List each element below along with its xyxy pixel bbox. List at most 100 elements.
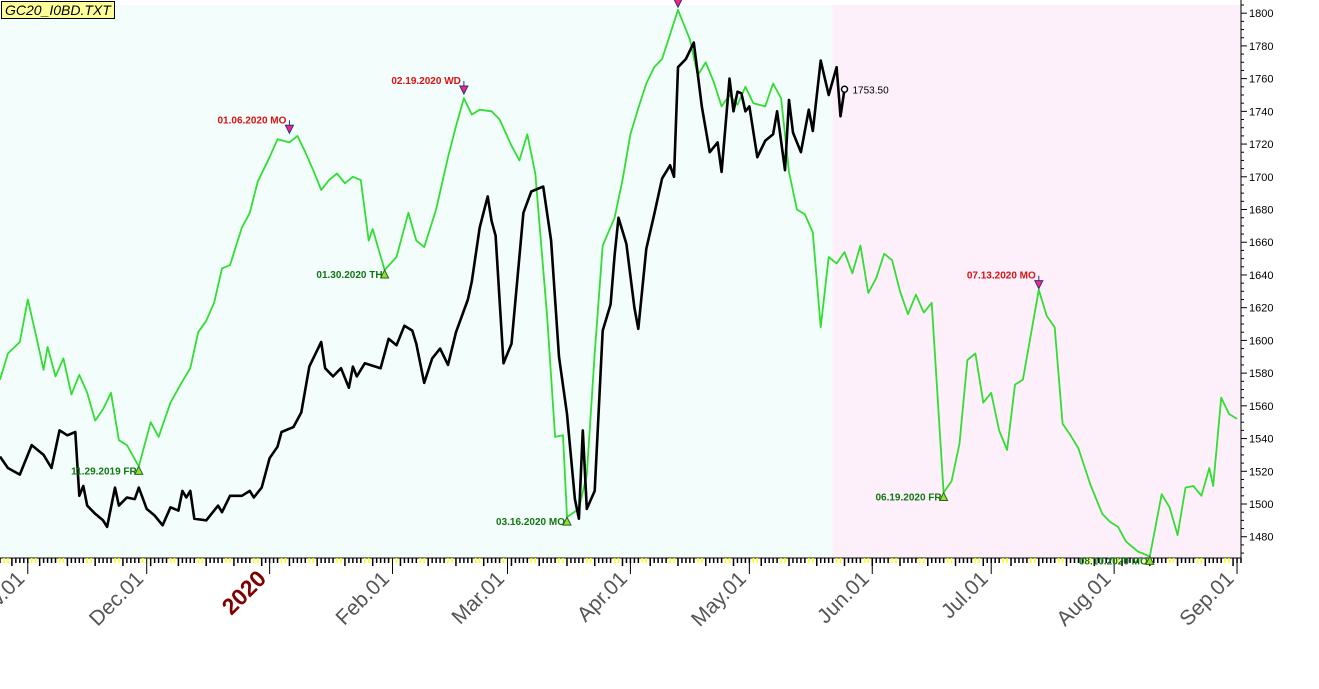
x-day-tick [221, 558, 223, 563]
x-day-tick [661, 558, 663, 563]
x-day-tick [1002, 558, 1004, 563]
x-day-tick [157, 558, 160, 563]
x-day-tick [336, 558, 338, 563]
x-day-tick [1172, 558, 1175, 563]
x-day-tick [1156, 558, 1159, 563]
x-day-tick [482, 558, 485, 566]
peak-date-label: 01.06.2020 MO [217, 115, 286, 126]
x-day-tick [471, 558, 473, 563]
x-day-tick [923, 558, 925, 563]
x-day-tick [736, 558, 739, 563]
x-day-tick [934, 558, 937, 563]
x-day-tick [816, 558, 818, 566]
x-day-tick [30, 558, 33, 563]
x-day-tick [895, 558, 897, 563]
x-day-tick [451, 558, 453, 563]
x-day-tick [276, 558, 279, 563]
x-day-tick [54, 558, 57, 563]
x-day-tick [494, 558, 497, 563]
x-day-tick [98, 558, 100, 563]
trough-date-label: 03.16.2020 MO [496, 517, 565, 528]
x-day-tick [264, 558, 267, 563]
y-axis: 1480 1500 1520 1540 1560 1580 1600 1620 1640 1660… [1240, 0, 1273, 558]
x-day-tick [3, 558, 5, 563]
x-day-tick [1204, 558, 1207, 566]
x-day-tick [1145, 558, 1147, 563]
projection-series-line [0, 8, 1238, 558]
y-tick-label: 1640 [1249, 270, 1273, 282]
x-day-tick [887, 558, 889, 563]
peak-date-label: 07.13.2020 MO [967, 271, 1036, 282]
x-day-tick [415, 558, 418, 563]
x-day-tick [974, 558, 977, 563]
x-day-tick [657, 558, 659, 563]
x-day-tick [498, 558, 501, 563]
x-day-tick [490, 558, 493, 563]
x-day-tick [383, 558, 386, 563]
x-day-tick [800, 558, 802, 563]
x-day-tick [839, 558, 842, 563]
x-day-tick [911, 558, 913, 563]
x-day-tick [407, 558, 410, 563]
x-day-tick [538, 558, 540, 566]
x-day-tick [122, 558, 124, 566]
x-day-tick [130, 558, 132, 563]
x-day-tick [1216, 558, 1218, 563]
x-day-tick [550, 558, 552, 563]
x-day-tick [776, 558, 778, 563]
x-axis: Nov.01 Dec.01 2020 Feb.01 Mar.01 Apr.01 May.01… [0, 557, 1242, 631]
x-day-tick [1038, 558, 1040, 566]
x-day-tick [954, 558, 957, 566]
x-day-tick [34, 558, 37, 563]
x-day-tick [1184, 558, 1187, 563]
x-day-tick [138, 558, 140, 563]
x-day-tick [1085, 558, 1088, 563]
x-day-tick [217, 558, 219, 563]
trough-date-label: 06.19.2020 FR [875, 493, 942, 504]
x-day-tick [819, 558, 822, 563]
x-day-tick [213, 558, 215, 563]
x-day-tick [1208, 558, 1211, 563]
x-day-tick [411, 558, 414, 563]
x-day-tick [855, 558, 858, 563]
x-day-tick [15, 558, 17, 563]
x-day-tick [693, 558, 695, 563]
x-day-tick [593, 558, 596, 566]
x-day-tick [288, 558, 291, 566]
x-day-tick [308, 558, 311, 563]
x-day-tick [475, 558, 477, 563]
x-day-tick [1109, 558, 1111, 563]
x-day-tick [102, 558, 104, 563]
x-day-tick [399, 558, 402, 566]
x-day-tick [320, 558, 322, 563]
x-day-tick [245, 558, 247, 563]
x-day-tick [768, 558, 770, 563]
x-day-tick [149, 558, 152, 566]
x-day-tick [1224, 558, 1226, 563]
trough-marker [938, 491, 949, 502]
x-day-tick [1034, 558, 1036, 563]
x-day-tick [685, 558, 687, 563]
y-tick-label: 1660 [1249, 237, 1273, 249]
x-day-tick [23, 558, 25, 563]
x-day-tick [510, 558, 513, 566]
x-day-tick [613, 558, 616, 563]
trough-date-label: 11.29.2019 FR [71, 466, 137, 477]
x-day-tick [443, 558, 445, 563]
x-day-tick [1117, 558, 1119, 563]
x-tick-label: Sep.01 [1175, 567, 1238, 630]
x-day-tick [1045, 558, 1048, 563]
x-day-tick [756, 558, 759, 563]
x-day-tick [403, 558, 406, 563]
x-day-tick [930, 558, 933, 563]
annotations-layer: 11.29.2019 FR 01.06.2020 MO 01.30.2020 TH 0… [71, 0, 1155, 567]
x-day-tick [367, 558, 370, 563]
x-day-tick [272, 558, 275, 563]
x-day-tick [1153, 558, 1155, 563]
x-day-tick [387, 558, 390, 563]
x-day-tick [1232, 558, 1234, 566]
x-day-tick [1220, 558, 1222, 563]
y-tick-label: 1540 [1249, 434, 1273, 446]
x-day-tick [94, 558, 96, 566]
x-day-tick [193, 558, 196, 563]
